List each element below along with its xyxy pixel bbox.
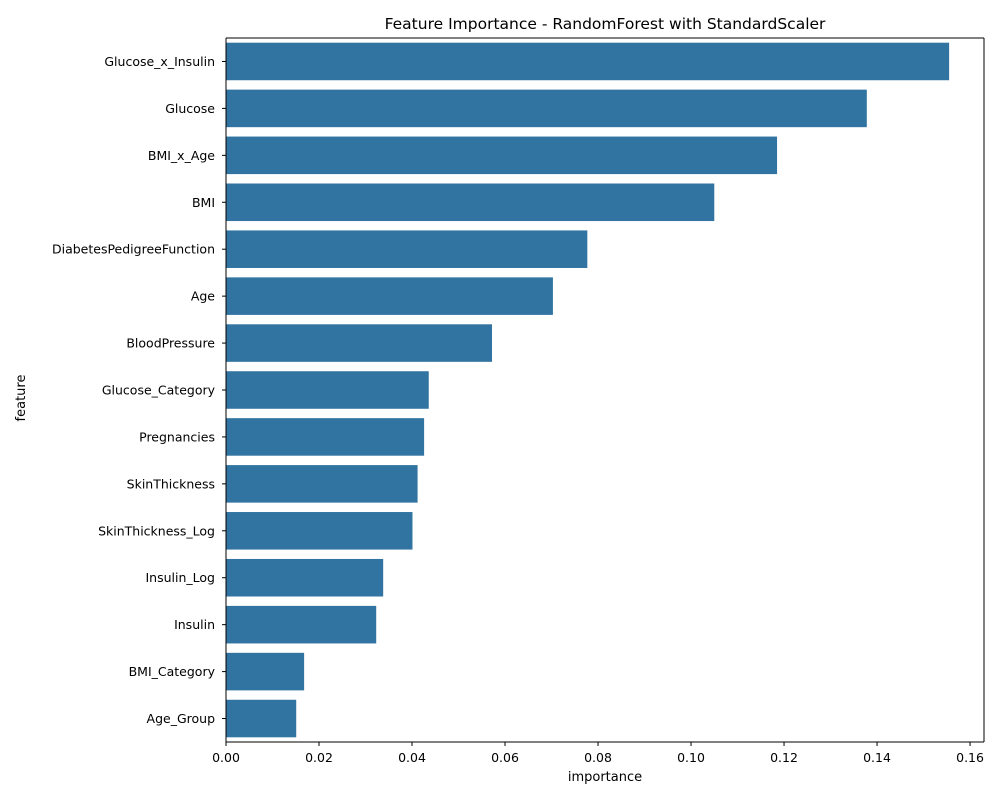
bar-insulin-log [226, 558, 384, 597]
bar-skinthickness [226, 465, 418, 503]
x-tick-label: 0.06 [491, 750, 519, 765]
y-tick-label: BMI_x_Age [148, 148, 215, 163]
x-ticks: 0.00 0.02 0.04 0.06 0.08 0.10 0.12 0.14 0.16 [212, 742, 984, 765]
bar-age [226, 277, 553, 315]
x-tick-label: 0.16 [956, 750, 984, 765]
y-tick-label: SkinThickness_Log [98, 523, 215, 538]
x-tick-label: 0.14 [863, 750, 891, 765]
bar-bmi-x-age [226, 136, 778, 175]
bar-glucose-category [226, 371, 429, 409]
y-tick-label: Insulin [174, 617, 215, 632]
x-tick-label: 0.04 [398, 750, 426, 765]
chart-title: Feature Importance - RandomForest with S… [385, 15, 826, 33]
x-axis-title: importance [568, 770, 642, 785]
y-tick-label: BMI [192, 195, 215, 210]
y-tick-label: BMI_Category [129, 664, 216, 679]
y-tick-label: Age [191, 289, 215, 304]
y-ticks: Glucose_x_Insulin Glucose BMI_x_Age BMI Diab… [52, 54, 226, 726]
y-tick-label: Pregnancies [139, 429, 215, 444]
bar-skinthickness-log [226, 512, 413, 550]
y-tick-label: DiabetesPedigreeFunction [52, 242, 215, 257]
y-tick-label: Glucose [165, 101, 215, 116]
y-tick-label: Age_Group [147, 711, 216, 726]
bars-layer [226, 42, 950, 738]
bar-insulin [226, 605, 377, 644]
bar-bloodpressure [226, 324, 492, 362]
y-tick-label: Insulin_Log [146, 570, 216, 585]
y-axis-title: feature [14, 375, 29, 422]
bar-pregnancies [226, 418, 425, 456]
bar-bmi [226, 183, 715, 222]
y-tick-label: Glucose_Category [102, 383, 216, 398]
bar-glucose [226, 89, 867, 128]
bar-bmi-category [226, 652, 305, 691]
bar-diabetespedigreefunction [226, 230, 588, 268]
x-tick-label: 0.02 [305, 750, 333, 765]
x-tick-label: 0.10 [677, 750, 705, 765]
bar-age-group [226, 699, 297, 738]
y-tick-label: Glucose_x_Insulin [104, 54, 215, 69]
y-tick-label: BloodPressure [126, 336, 215, 351]
y-tick-label: SkinThickness [127, 476, 215, 491]
bar-glucose-x-insulin [226, 42, 950, 81]
x-tick-label: 0.00 [212, 750, 240, 765]
x-tick-label: 0.12 [770, 750, 798, 765]
x-tick-label: 0.08 [584, 750, 612, 765]
